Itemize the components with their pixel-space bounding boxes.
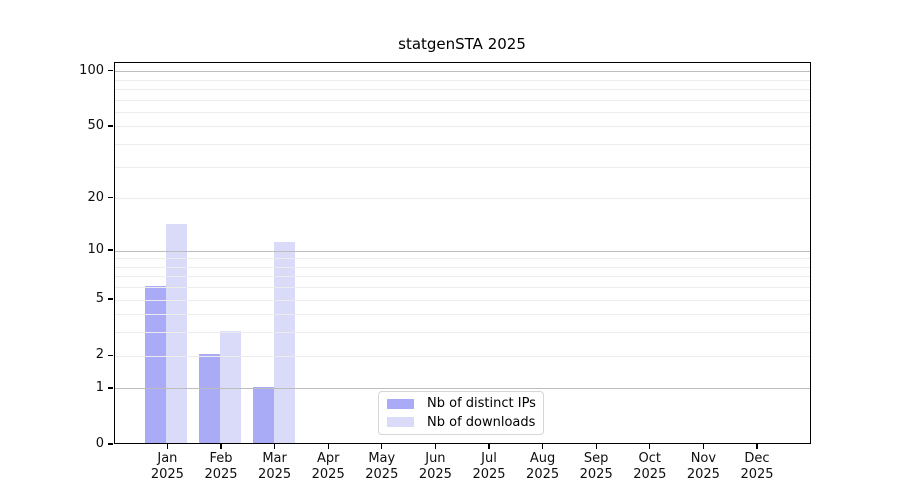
x-tick-label-oct: Oct 2025 — [618, 451, 682, 483]
y-tick-label: 2 — [95, 347, 104, 363]
legend: Nb of distinct IPs Nb of downloads — [378, 391, 544, 435]
x-tick-label-dec: Dec 2025 — [725, 451, 789, 483]
y-tick-mark — [108, 387, 113, 389]
gridline-major — [115, 71, 810, 73]
x-tick-mark — [756, 444, 758, 449]
x-tick-year: 2025 — [740, 467, 774, 482]
y-tick-mark — [108, 197, 113, 199]
x-tick-mark — [488, 444, 490, 449]
x-tick-label-mar: Mar 2025 — [243, 451, 307, 483]
x-tick-year: 2025 — [204, 467, 238, 482]
x-tick-label-may: May 2025 — [350, 451, 414, 483]
gridline-minor — [115, 355, 810, 357]
y-tick-label: 20 — [87, 189, 104, 205]
gridline-minor — [115, 287, 810, 289]
gridline-major — [115, 250, 810, 252]
gridline-minor — [115, 79, 810, 81]
gridline-minor — [115, 198, 810, 200]
x-tick-year: 2025 — [365, 467, 399, 482]
gridline-minor — [115, 99, 810, 101]
y-tick-label: 0 — [95, 436, 104, 451]
gridline-minor — [115, 299, 810, 301]
y-tick-label: 100 — [79, 62, 104, 78]
x-tick-label-sep: Sep 2025 — [564, 451, 628, 483]
x-tick-year: 2025 — [311, 467, 345, 482]
gridline-minor — [115, 332, 810, 334]
legend-swatch-downloads-icon — [387, 417, 414, 428]
bar-jan-downloads — [166, 223, 188, 443]
x-tick-mark — [327, 444, 329, 449]
y-tick-label: 50 — [87, 117, 104, 133]
x-tick-year: 2025 — [633, 467, 667, 482]
y-tick-label: 1 — [95, 379, 104, 395]
plot-area: Nb of distinct IPs Nb of downloads — [114, 62, 811, 444]
x-tick-label-apr: Apr 2025 — [296, 451, 360, 483]
gridline-minor — [115, 258, 810, 260]
x-tick-mark — [649, 444, 651, 449]
bar-feb-downloads — [220, 330, 241, 443]
gridline-minor — [115, 276, 810, 278]
legend-label-downloads: Nb of downloads — [427, 414, 536, 430]
x-tick-mark — [702, 444, 704, 449]
x-tick-mark — [595, 444, 597, 449]
gridline-minor — [115, 166, 810, 168]
x-tick-year: 2025 — [418, 467, 452, 482]
legend-swatch-distinct-ips-icon — [387, 398, 414, 409]
bars-layer — [115, 63, 810, 443]
gridline-minor — [115, 266, 810, 268]
y-tick-mark — [108, 354, 113, 356]
gridline-minor — [115, 314, 810, 316]
y-tick-label: 10 — [87, 242, 104, 257]
gridline-minor — [115, 126, 810, 128]
x-tick-mark — [220, 444, 222, 449]
bar-jan-ips — [145, 285, 167, 443]
x-tick-year: 2025 — [686, 467, 720, 482]
bar-mar-downloads — [273, 241, 295, 443]
y-tick-label: 5 — [95, 291, 104, 307]
x-tick-mark — [381, 444, 383, 449]
x-tick-mark — [542, 444, 544, 449]
y-tick-mark — [108, 70, 113, 72]
bar-mar-ips — [252, 386, 274, 443]
x-tick-mark — [434, 444, 436, 449]
gridline-minor — [115, 88, 810, 90]
x-tick-label-jul: Jul 2025 — [457, 451, 521, 483]
gridline-minor — [115, 111, 810, 113]
gridline-major — [115, 388, 810, 390]
y-tick-mark — [108, 249, 113, 251]
x-tick-label-nov: Nov 2025 — [671, 451, 735, 483]
y-tick-mark — [108, 298, 113, 300]
x-tick-mark — [166, 444, 168, 449]
x-tick-label-jun: Jun 2025 — [403, 451, 467, 483]
x-tick-year: 2025 — [579, 467, 613, 482]
x-tick-year: 2025 — [472, 467, 506, 482]
y-tick-mark — [108, 125, 113, 127]
x-tick-mark — [274, 444, 276, 449]
x-tick-year: 2025 — [150, 467, 184, 482]
legend-item-downloads: Nb of downloads — [387, 415, 535, 431]
x-tick-label-feb: Feb 2025 — [189, 451, 253, 483]
gridline-minor — [115, 144, 810, 146]
x-tick-year: 2025 — [526, 467, 560, 482]
chart-title: statgenSTA 2025 — [398, 35, 526, 53]
x-tick-year: 2025 — [258, 467, 292, 482]
grid-layer — [115, 63, 810, 443]
legend-item-distinct-ips: Nb of distinct IPs — [387, 396, 536, 412]
x-tick-label-aug: Aug 2025 — [511, 451, 575, 483]
bar-feb-ips — [199, 354, 220, 443]
x-tick-label-jan: Jan 2025 — [135, 451, 199, 483]
y-tick-mark — [108, 443, 113, 445]
legend-label-distinct-ips: Nb of distinct IPs — [427, 396, 536, 412]
